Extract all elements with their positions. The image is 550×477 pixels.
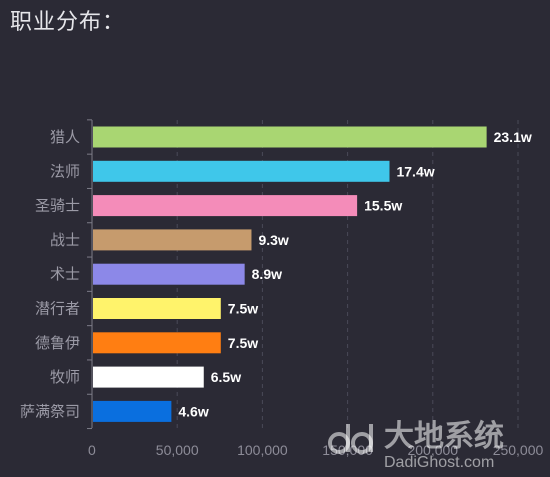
value-label: 7.5w <box>228 301 258 317</box>
category-label: 术士 <box>50 265 80 283</box>
category-label: 潜行者 <box>35 300 80 318</box>
bar <box>93 263 245 285</box>
watermark-sub-text: DadiGhost.com <box>384 454 494 471</box>
x-tick-label: 50,000 <box>156 442 199 458</box>
x-tick-label: 0 <box>88 442 96 458</box>
category-label: 德鲁伊 <box>35 334 80 352</box>
category-label: 法师 <box>50 162 80 180</box>
bars: 猎人 23.1w 法师 17.4w 圣骑士 15.5w 战士 9.3w 术士 8.9w 潜行者 7.5… <box>20 126 532 422</box>
bar <box>93 366 204 388</box>
value-label: 17.4w <box>396 163 434 179</box>
page-title: 职业分布： <box>10 10 126 35</box>
bar <box>93 298 221 319</box>
bar <box>93 195 358 217</box>
watermark: 大地系统 DadiGhost.com <box>328 419 504 471</box>
x-tick-label: 100,000 <box>237 442 288 458</box>
value-label: 6.5w <box>211 369 241 385</box>
value-label: 7.5w <box>228 335 258 351</box>
category-label: 猎人 <box>50 128 80 146</box>
bar <box>93 400 172 422</box>
category-label: 战士 <box>50 231 80 249</box>
bar <box>93 229 252 251</box>
value-label: 23.1w <box>494 129 532 145</box>
bar <box>93 160 390 182</box>
watermark-logo-icon <box>328 424 373 454</box>
category-label: 牧师 <box>50 368 80 386</box>
category-label: 萨满祭司 <box>20 402 80 420</box>
x-tick-label: 250,000 <box>493 442 544 458</box>
value-label: 8.9w <box>252 266 282 282</box>
bar <box>93 126 487 148</box>
bar <box>93 332 221 354</box>
value-label: 9.3w <box>258 232 288 248</box>
watermark-main-text: 大地系统 <box>384 419 504 453</box>
category-label: 圣骑士 <box>35 197 80 215</box>
value-label: 15.5w <box>364 198 402 214</box>
x-tick-label: 200,000 <box>407 442 458 458</box>
category-axis <box>87 119 93 430</box>
value-label: 4.6w <box>178 403 208 419</box>
